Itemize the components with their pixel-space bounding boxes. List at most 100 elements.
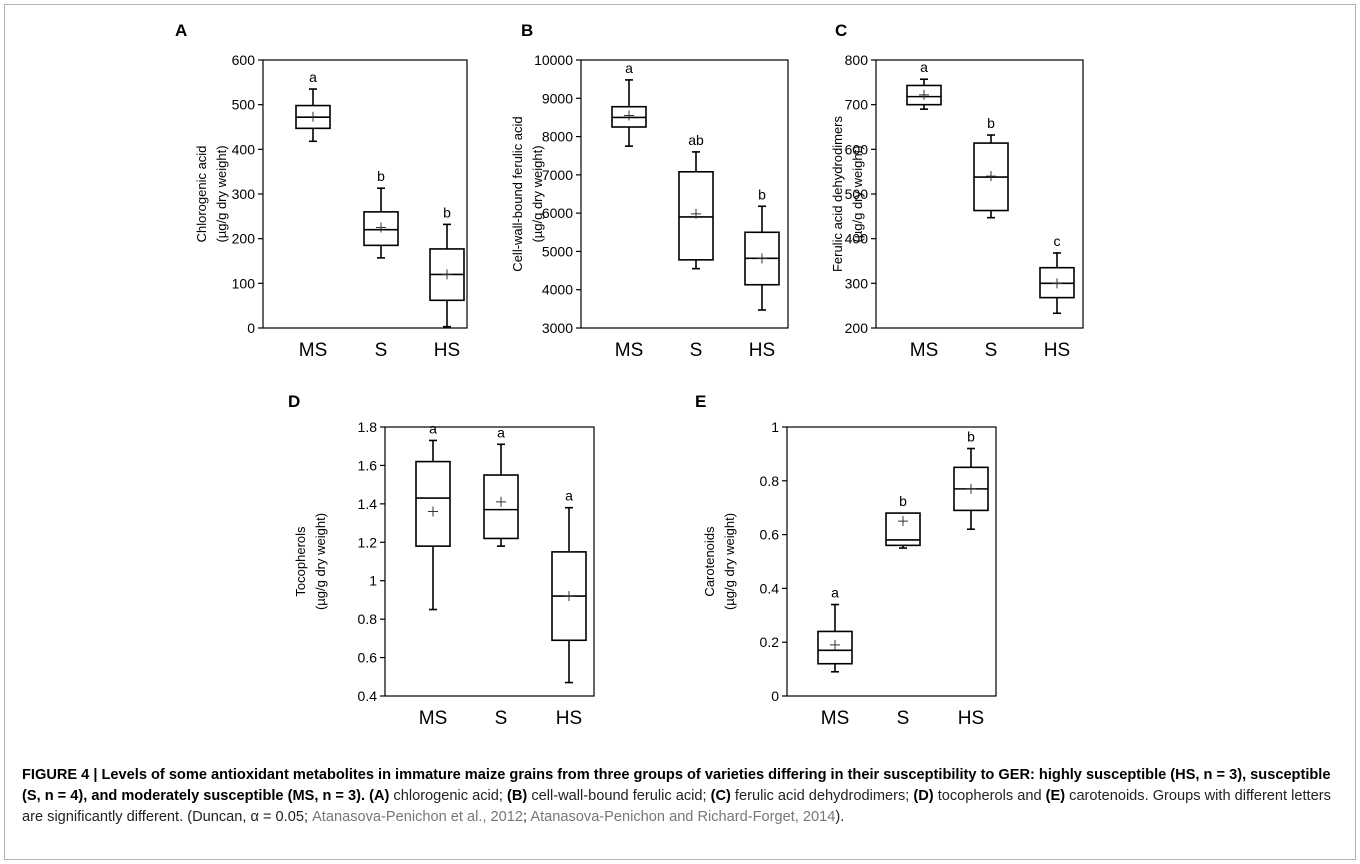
y-tick-label: 8000 — [542, 129, 573, 145]
x-category-label: HS — [434, 340, 460, 361]
x-category-label: MS — [910, 340, 939, 361]
box-hs: b HS — [744, 186, 780, 361]
mean-marker — [564, 591, 574, 602]
panel-c: C 200 300 400 500 600 700 800 Ferulic acid dehyd… — [830, 21, 1084, 361]
y-tick-label: 1.6 — [358, 457, 378, 473]
panel-e: E 0 0.2 0.4 0.6 0.8 1 Carotenoids (µg/g dry weig… — [695, 392, 997, 729]
mean-marker — [308, 111, 318, 122]
figure-frame — [4, 4, 1356, 860]
panel-letter: D — [288, 392, 300, 411]
y-tick-label: 7000 — [542, 167, 573, 183]
y-tick-label: 600 — [232, 52, 256, 68]
mean-marker — [986, 171, 996, 182]
caption-part-c-label: (C) — [710, 788, 731, 804]
x-category-label: MS — [615, 340, 644, 361]
caption-part-d-text: tocopherols and — [933, 788, 1046, 804]
significance-letter: a — [920, 59, 928, 75]
box-ms: a MS — [611, 60, 647, 361]
figure-caption: FIGURE 4 | Levels of some antioxidant me… — [22, 765, 1342, 828]
x-category-label: HS — [749, 340, 775, 361]
panel-d: D 0.4 0.6 0.8 1 1.2 1.4 1.6 1.8 Tocopherols (µg/g … — [288, 392, 595, 729]
x-category-label: MS — [821, 708, 850, 729]
y-tick-label: 600 — [845, 141, 869, 157]
significance-letter: b — [377, 168, 385, 184]
mean-marker — [624, 110, 634, 121]
y-tick-label: 400 — [232, 141, 256, 157]
box-s: aS — [483, 424, 519, 729]
y-tick-label: 0 — [771, 688, 779, 704]
mean-marker — [1052, 278, 1062, 289]
x-category-label: HS — [1044, 340, 1070, 361]
box-hs: b HS — [429, 204, 465, 361]
plot-frame — [786, 426, 997, 697]
x-category-label: S — [495, 708, 508, 729]
box-ms: a MS — [295, 69, 331, 361]
caption-part-e-text: carotenoids. Groups with different lette… — [22, 788, 1331, 825]
y-tick-label: 0.2 — [760, 634, 780, 650]
y-tick-label: 0.8 — [760, 473, 780, 489]
panel-letter: E — [695, 392, 706, 411]
y-tick-label: 500 — [845, 186, 869, 202]
significance-letter: a — [429, 420, 437, 436]
y-tick-label: 1.4 — [358, 496, 378, 512]
plot-frame — [384, 426, 595, 697]
y-tick-label: 300 — [232, 186, 256, 202]
y-tick-label: 1.8 — [358, 419, 378, 435]
panel-letter: A — [175, 21, 187, 40]
box-s: bS — [363, 168, 399, 361]
box-hs: c HS — [1039, 233, 1075, 361]
x-category-label: HS — [958, 708, 984, 729]
caption-part-b-text: cell-wall-bound ferulic acid; — [527, 788, 711, 804]
y-tick-label: 0 — [247, 320, 255, 336]
y-tick-label: 100 — [232, 275, 256, 291]
y-axis-label: Cell-wall-bound ferulic acid — [510, 116, 525, 271]
panel-letter: B — [521, 21, 533, 40]
significance-letter: c — [1054, 233, 1061, 249]
box-ms: a MS — [817, 585, 853, 729]
y-tick-label: 800 — [845, 52, 869, 68]
y-axis-label: Tocopherols — [293, 526, 308, 597]
y-tick-label: 300 — [845, 275, 869, 291]
caption-part-d-label: (D) — [913, 788, 934, 804]
figure-charts: A 0 100 200 300 400 500 600 Chlorogenic acid (µg/… — [175, 21, 1084, 729]
y-tick-label: 1.2 — [358, 534, 378, 550]
caption-part-b-label: (B) — [507, 788, 528, 804]
box-s: bS — [973, 115, 1009, 361]
y-tick-label: 1 — [771, 419, 779, 435]
x-category-label: S — [985, 340, 998, 361]
mean-marker — [757, 253, 767, 264]
significance-letter: a — [497, 424, 505, 440]
box-s: bS — [885, 493, 921, 729]
y-tick-label: 400 — [845, 231, 869, 247]
y-tick-label: 1 — [369, 573, 377, 589]
caption-separator: ; — [523, 809, 531, 825]
y-tick-label: 10000 — [534, 52, 573, 68]
caption-reference-1[interactable]: Atanasova-Penichon et al., 2012 — [312, 809, 524, 825]
significance-letter: b — [758, 186, 766, 202]
significance-letter: ab — [688, 132, 704, 148]
y-axis-unit: (µg/g dry weight) — [530, 145, 545, 242]
box-s: ab S — [678, 132, 714, 361]
panel-letter: C — [835, 21, 847, 40]
mean-marker — [496, 496, 506, 507]
caption-reference-2[interactable]: Atanasova-Penichon and Richard-Forget, 2… — [530, 809, 836, 825]
y-tick-label: 500 — [232, 97, 256, 113]
mean-marker — [919, 89, 929, 100]
mean-marker — [376, 222, 386, 233]
significance-letter: a — [625, 60, 633, 76]
box-ms: a MS — [415, 420, 451, 729]
y-tick-label: 0.6 — [760, 527, 780, 543]
box-hs: a HS — [551, 488, 587, 729]
significance-letter: b — [443, 204, 451, 220]
y-tick-label: 0.4 — [760, 580, 780, 596]
mean-marker — [428, 506, 438, 517]
box-ms: a MS — [906, 59, 942, 361]
caption-end: ). — [835, 809, 845, 825]
significance-letter: a — [565, 488, 573, 504]
significance-letter: a — [309, 69, 317, 85]
x-category-label: S — [375, 340, 388, 361]
x-category-label: MS — [299, 340, 328, 361]
box-hs: b HS — [953, 429, 989, 729]
mean-marker — [691, 208, 701, 219]
x-category-label: S — [690, 340, 703, 361]
